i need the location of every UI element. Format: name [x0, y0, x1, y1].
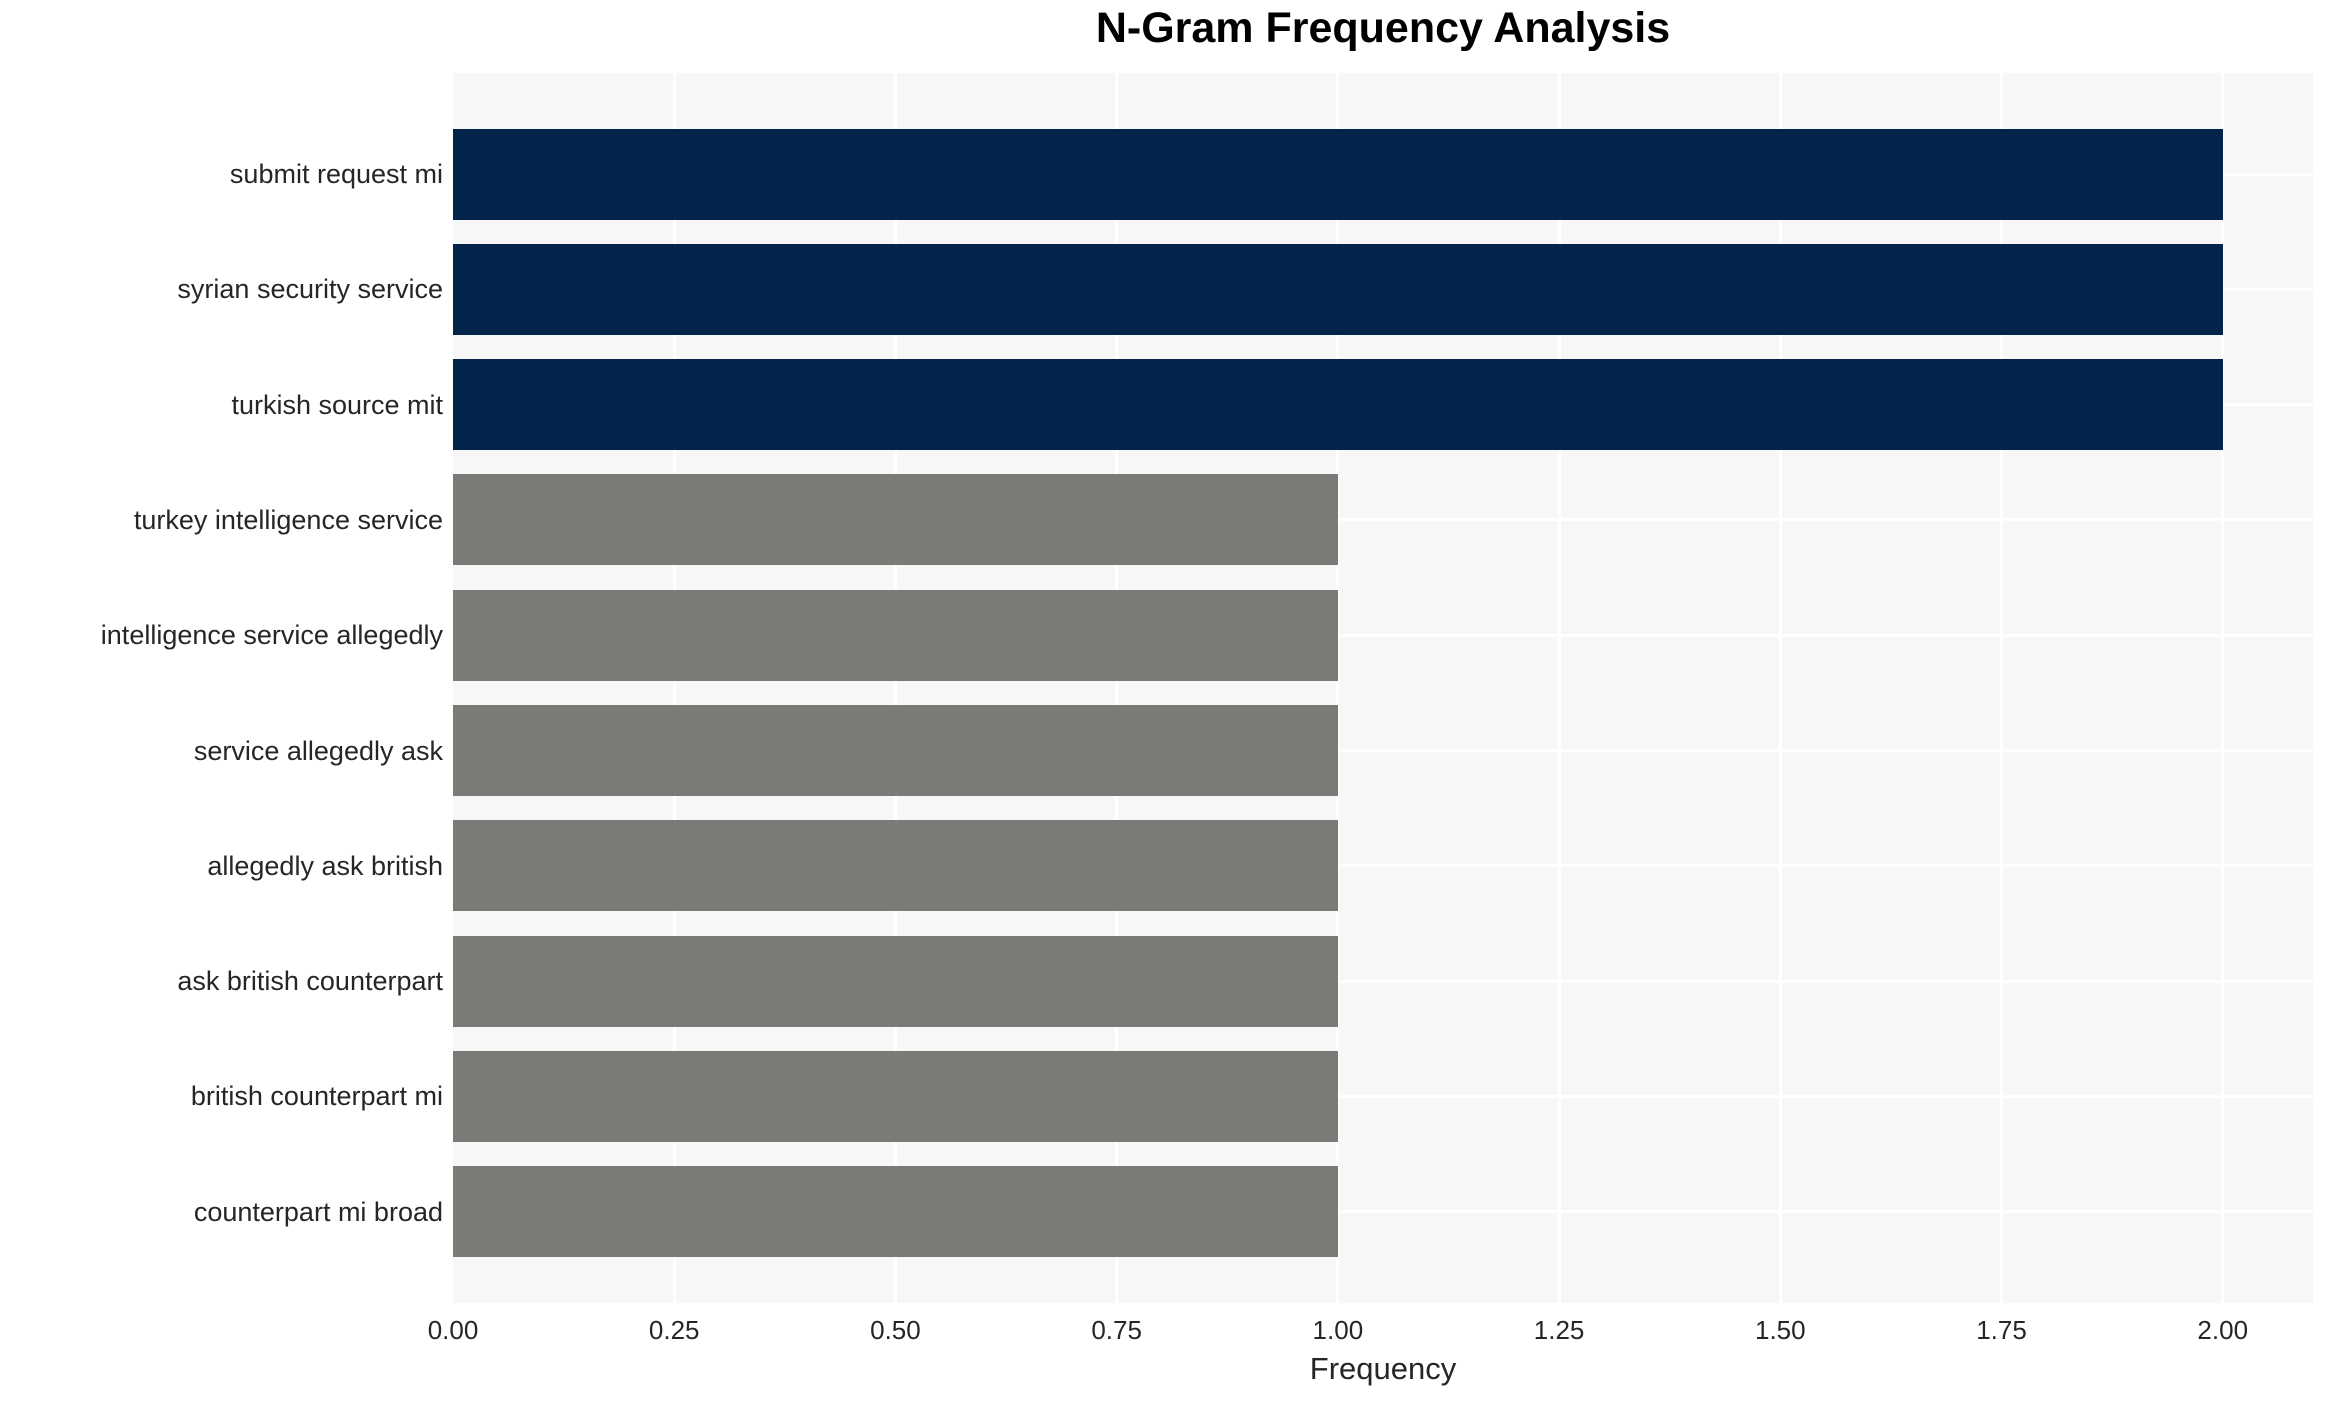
- y-tick-label: submit request mi: [229, 159, 443, 189]
- bar: [453, 359, 2223, 451]
- x-tick-label: 0.75: [1091, 1315, 1142, 1345]
- x-tick-label: 1.75: [1976, 1315, 2027, 1345]
- gridline-vertical: [2000, 73, 2004, 1303]
- y-tick-label: turkish source mit: [231, 389, 443, 420]
- plot-area: [453, 73, 2313, 1303]
- y-tick-label: counterpart mi broad: [193, 1196, 443, 1227]
- bar: [453, 589, 1338, 681]
- gridline-vertical: [672, 73, 676, 1303]
- x-tick-label: 0.00: [427, 1315, 479, 1345]
- gridline-horizontal: [453, 1094, 2313, 1098]
- y-tick-label: turkey intelligence service: [133, 504, 443, 535]
- gridline-horizontal: [453, 979, 2313, 983]
- x-tick-label: 1.00: [1312, 1315, 1364, 1345]
- x-tick-label: 1.25: [1533, 1315, 1585, 1345]
- bar: [453, 1050, 1338, 1142]
- gridline-horizontal: [453, 749, 2313, 752]
- gridline-horizontal: [453, 518, 2313, 522]
- bar: [453, 128, 2223, 220]
- y-tick-label: service allegedly ask: [193, 735, 443, 766]
- bar: [453, 243, 2223, 335]
- y-tick-label: british counterpart mi: [190, 1081, 443, 1112]
- gridline-vertical: [1557, 73, 1561, 1303]
- gridline-vertical: [1778, 73, 1782, 1303]
- x-tick-label: 1.50: [1754, 1315, 1806, 1345]
- x-tick-label: 0.50: [870, 1315, 921, 1345]
- bar: [453, 705, 1338, 796]
- gridline-vertical: [893, 73, 897, 1303]
- x-tick-label: 0.25: [648, 1315, 700, 1345]
- x-axis-label: Frequency: [1309, 1351, 1457, 1386]
- y-tick-label: syrian security service: [177, 274, 443, 305]
- gridline-vertical: [1115, 73, 1119, 1303]
- y-tick-label: intelligence service allegedly: [100, 620, 443, 651]
- bar: [453, 474, 1338, 566]
- bar: [453, 1166, 1338, 1258]
- gridline-horizontal: [453, 864, 2313, 868]
- gridline-vertical: [1336, 73, 1340, 1303]
- bar: [453, 935, 1338, 1027]
- y-tick-label: ask british counterpart: [177, 966, 443, 997]
- x-tick-label: 2.00: [2197, 1315, 2249, 1345]
- chart-title: N-Gram Frequency Analysis: [1095, 4, 1671, 52]
- bar: [453, 820, 1338, 912]
- gridline-horizontal: [453, 633, 2313, 637]
- gridline-horizontal: [453, 1210, 2313, 1214]
- gridline-vertical: [2221, 73, 2225, 1303]
- y-tick-label: allegedly ask british: [207, 850, 443, 881]
